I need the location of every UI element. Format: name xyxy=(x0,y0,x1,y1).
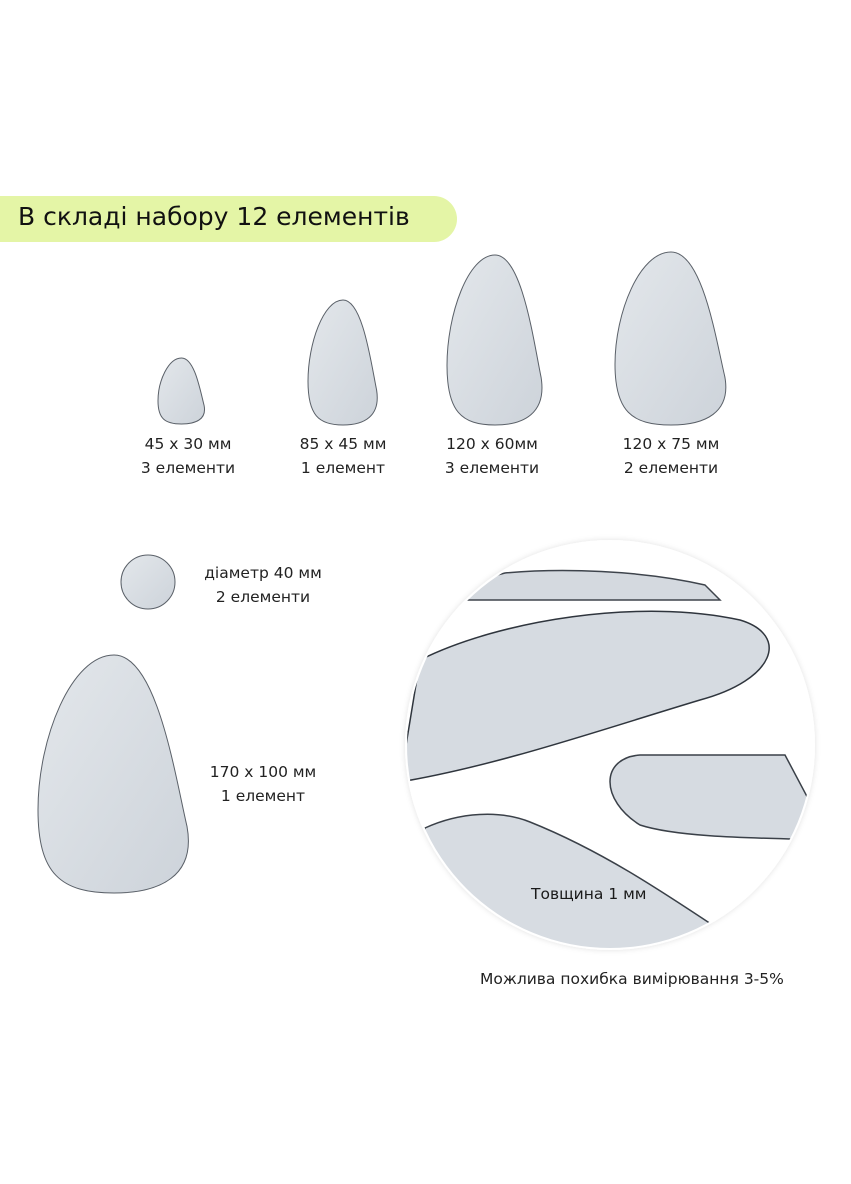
measurement-note: Можлива похибка вимірювання 3-5% xyxy=(480,970,784,988)
item-label-circle: діаметр 40 мм 2 елементи xyxy=(204,561,322,609)
item-count: 2 елементи xyxy=(215,588,311,606)
magnified-detail xyxy=(407,569,813,948)
item-label-120x60: 120 x 60мм 3 елементи xyxy=(445,432,539,480)
item-size: 85 x 45 мм xyxy=(299,435,387,453)
item-count: 3 елементи xyxy=(140,459,236,477)
pebble-170x100 xyxy=(37,654,189,894)
magnified-piece-large xyxy=(407,610,770,783)
item-label-45x30: 45 x 30 мм 3 елементи xyxy=(141,432,235,480)
item-count: 1 елемент xyxy=(300,459,386,477)
item-size: 45 x 30 мм xyxy=(144,435,232,453)
item-count: 3 елементи xyxy=(444,459,540,477)
item-count: 1 елемент xyxy=(220,787,306,805)
pebble-120x60 xyxy=(446,254,543,426)
item-size: 120 x 75 мм xyxy=(622,435,720,453)
item-size: 120 x 60мм xyxy=(446,435,538,453)
item-count: 2 елементи xyxy=(623,459,719,477)
magnified-piece-bottom xyxy=(407,813,721,948)
banner-title: В складі набору 12 елементів xyxy=(18,202,410,231)
set-contents-banner: В складі набору 12 елементів xyxy=(0,196,457,242)
magnified-piece-right xyxy=(609,754,813,841)
item-label-170x100: 170 x 100 мм 1 елемент xyxy=(210,760,317,808)
item-label-120x75: 120 x 75 мм 2 елементи xyxy=(623,432,720,480)
round-mirror-40mm xyxy=(120,554,176,610)
pebble-45x30 xyxy=(157,357,206,425)
thickness-label: Товщина 1 мм xyxy=(531,885,647,903)
pebble-85x45 xyxy=(307,299,378,426)
magnified-piece-top xyxy=(407,569,722,601)
item-size: діаметр 40 мм xyxy=(204,564,322,582)
item-size: 170 x 100 мм xyxy=(209,763,317,781)
item-label-85x45: 85 x 45 мм 1 елемент xyxy=(300,432,387,480)
pebble-120x75 xyxy=(614,251,727,426)
